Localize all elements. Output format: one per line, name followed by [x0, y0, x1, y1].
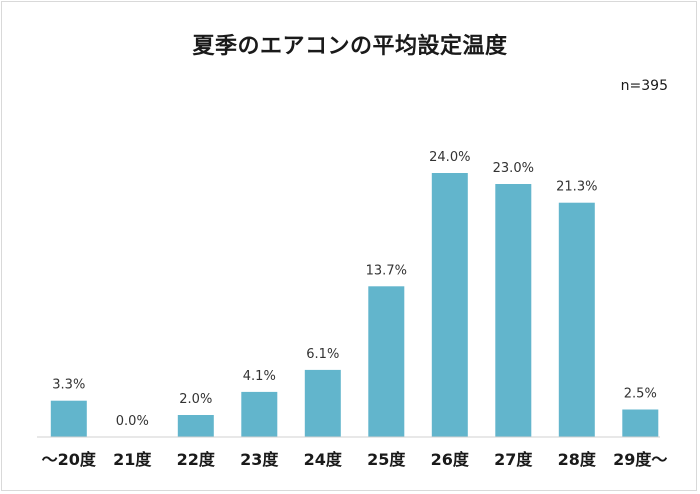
- category-label-7: 26度: [431, 450, 470, 469]
- bar-8: [495, 184, 532, 437]
- bar-10: [622, 409, 659, 437]
- data-label-5: 6.1%: [306, 347, 339, 362]
- data-label-6: 13.7%: [366, 263, 407, 278]
- data-label-4: 4.1%: [243, 369, 276, 384]
- bar-3: [177, 415, 214, 437]
- data-label-3: 2.0%: [179, 392, 212, 407]
- bar-9: [558, 202, 595, 437]
- category-label-10: 29度～: [613, 450, 667, 469]
- category-label-3: 22度: [177, 450, 216, 469]
- data-labels-group: 3.3% 0.0% 2.0% 4.1% 6.1% 13.7% 24.0% 23.0% 21.3%…: [52, 150, 657, 429]
- data-label-7: 24.0%: [429, 150, 470, 165]
- data-label-2: 0.0%: [116, 414, 149, 429]
- bar-6: [368, 286, 405, 437]
- bar-7: [431, 173, 468, 437]
- data-label-9: 21.3%: [556, 180, 597, 195]
- category-label-4: 23度: [240, 450, 279, 469]
- category-label-9: 28度: [558, 450, 597, 469]
- category-label-1: ～20度: [42, 450, 97, 469]
- data-label-10: 2.5%: [624, 387, 657, 402]
- bar-1: [50, 400, 87, 437]
- category-label-8: 27度: [494, 450, 533, 469]
- category-label-6: 25度: [367, 450, 406, 469]
- category-label-2: 21度: [113, 450, 152, 469]
- chart-title: 夏季のエアコンの平均設定温度: [192, 34, 508, 59]
- category-labels-group: ～20度 21度 22度 23度 24度 25度 26度 27度 28度 29度～: [42, 450, 668, 469]
- bar-5: [304, 369, 341, 437]
- category-label-5: 24度: [304, 450, 343, 469]
- data-label-8: 23.0%: [493, 161, 534, 176]
- sample-size-label: n=395: [620, 78, 668, 94]
- bars-group: [50, 173, 659, 437]
- data-label-1: 3.3%: [52, 378, 85, 393]
- bar-4: [241, 391, 278, 437]
